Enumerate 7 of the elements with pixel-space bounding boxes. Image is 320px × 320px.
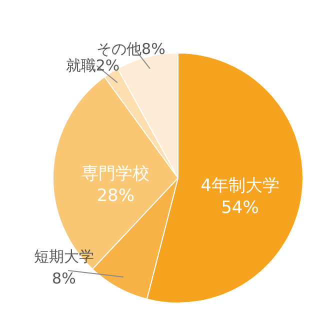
slice-label: 専門学校 (82, 164, 150, 184)
data-label: 54% (221, 198, 259, 218)
slice-label: その他8% (96, 40, 166, 58)
data-label: 8% (52, 270, 76, 288)
slice-label: 就職2% (66, 56, 120, 75)
data-label: 28% (96, 186, 135, 206)
slice-label: 4年制大学 (200, 176, 280, 196)
